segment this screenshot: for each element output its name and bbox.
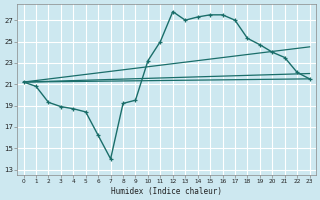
X-axis label: Humidex (Indice chaleur): Humidex (Indice chaleur) bbox=[111, 187, 222, 196]
